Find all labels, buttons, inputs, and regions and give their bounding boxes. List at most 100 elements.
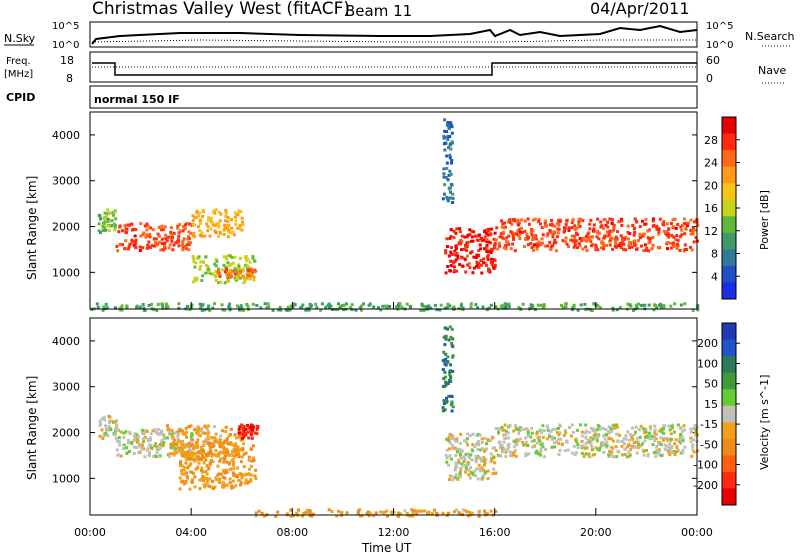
range-time-cell	[427, 512, 431, 515]
range-time-cell	[204, 431, 208, 435]
range-time-cell	[455, 437, 459, 441]
range-time-cell	[218, 211, 221, 214]
range-time-cell	[575, 246, 579, 250]
range-time-cell	[654, 437, 658, 441]
range-time-cell	[231, 269, 235, 273]
x-tick-label: 12:00	[378, 526, 410, 539]
range-time-cell	[672, 225, 675, 229]
range-time-cell	[145, 228, 149, 232]
range-time-cell	[165, 239, 169, 243]
range-time-cell	[499, 232, 503, 236]
colorbar-tick-label: 24	[704, 157, 718, 170]
range-time-cell	[179, 451, 183, 455]
range-time-cell	[565, 242, 569, 246]
range-time-cell	[260, 511, 264, 515]
range-time-cell	[246, 304, 250, 308]
range-time-cell	[578, 423, 582, 427]
range-time-cell	[249, 478, 253, 481]
range-time-cell	[453, 260, 457, 264]
range-time-cell	[211, 445, 215, 448]
range-time-cell	[491, 446, 495, 450]
range-time-cell	[130, 238, 134, 242]
range-time-cell	[156, 232, 160, 236]
range-time-cell	[486, 439, 490, 443]
range-time-cell	[492, 237, 496, 241]
range-time-cell	[184, 223, 187, 227]
range-time-cell	[459, 467, 463, 471]
range-time-cell	[234, 484, 238, 488]
range-time-cell	[238, 223, 242, 227]
range-time-cell	[179, 229, 182, 233]
range-time-cell	[467, 462, 471, 466]
range-time-cell	[493, 306, 497, 310]
range-time-cell	[215, 478, 219, 482]
range-time-cell	[447, 338, 451, 342]
range-time-cell	[215, 454, 219, 458]
range-time-cell	[233, 270, 237, 274]
range-time-cell	[121, 243, 124, 247]
range-time-cell	[267, 305, 271, 309]
range-time-cell	[467, 468, 471, 472]
range-time-cell	[429, 306, 433, 310]
range-time-cell	[646, 229, 650, 233]
range-time-cell	[182, 468, 186, 472]
nsky-label: N.Sky	[4, 32, 36, 45]
range-time-cell	[463, 439, 466, 443]
range-time-cell	[114, 436, 118, 440]
range-time-cell	[670, 222, 673, 225]
range-time-cell	[209, 272, 213, 276]
range-time-cell	[669, 246, 673, 250]
range-time-cell	[193, 215, 197, 219]
range-time-cell	[627, 455, 631, 459]
range-time-cell	[206, 229, 210, 233]
range-time-cell	[188, 308, 192, 312]
range-time-cell	[224, 425, 228, 429]
range-time-cell	[513, 249, 517, 253]
range-time-cell	[548, 223, 552, 227]
range-time-cell	[238, 425, 242, 429]
range-time-cell	[623, 442, 626, 446]
range-time-cell	[625, 445, 629, 449]
range-time-cell	[326, 303, 330, 307]
range-time-cell	[582, 454, 586, 458]
range-time-cell	[390, 512, 394, 516]
range-time-cell	[584, 423, 588, 427]
range-time-cell	[539, 241, 543, 245]
range-time-cell	[558, 431, 561, 435]
range-time-cell	[450, 341, 454, 345]
range-time-cell	[130, 222, 134, 226]
range-time-cell	[602, 236, 606, 240]
range-time-cell	[663, 424, 667, 428]
range-time-cell	[169, 443, 173, 447]
range-time-cell	[621, 239, 625, 243]
range-time-cell	[224, 209, 228, 213]
range-time-cell	[539, 443, 543, 447]
range-time-cell	[218, 231, 222, 235]
range-time-cell	[610, 221, 614, 225]
range-time-cell	[475, 238, 479, 242]
range-time-cell	[616, 230, 620, 234]
range-time-cell	[238, 257, 242, 260]
range-time-cell	[113, 210, 117, 214]
range-time-cell	[154, 241, 157, 245]
range-time-cell	[181, 229, 185, 233]
range-time-cell	[583, 238, 587, 242]
range-time-cell	[580, 430, 584, 434]
range-time-cell	[117, 440, 121, 444]
range-time-cell	[545, 224, 548, 228]
range-time-cell	[177, 432, 181, 436]
range-time-cell	[442, 335, 446, 339]
range-time-cell	[160, 237, 164, 241]
range-time-cell	[531, 229, 535, 232]
range-time-cell	[533, 235, 536, 239]
range-time-cell	[675, 450, 679, 454]
range-time-cell	[625, 455, 629, 459]
range-time-cell	[193, 276, 197, 280]
range-time-cell	[110, 224, 114, 228]
range-time-cell	[205, 464, 209, 468]
range-time-cell	[642, 427, 646, 431]
range-time-cell	[671, 218, 675, 222]
range-time-cell	[527, 452, 531, 456]
range-time-cell	[207, 467, 211, 471]
range-time-cell	[483, 235, 487, 239]
